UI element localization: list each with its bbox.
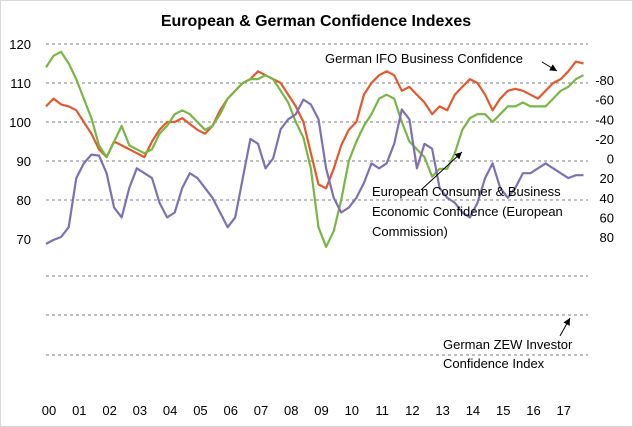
x-tick-label: 15 [496, 403, 510, 418]
x-tick-label: 16 [526, 403, 540, 418]
right-tick-label: -40 [595, 112, 614, 127]
arrow-head [563, 318, 570, 326]
x-tick-label: 17 [557, 403, 571, 418]
x-tick-label: 02 [102, 403, 116, 418]
zew-series-line [45, 98, 584, 245]
x-tick-label: 03 [133, 403, 147, 418]
ec-confidence-series-line [45, 50, 585, 248]
plot-area [45, 50, 585, 248]
x-tick-label: 11 [375, 403, 389, 418]
x-tick-label: 06 [223, 403, 237, 418]
x-tick-label: 10 [345, 403, 359, 418]
right-tick-label: 80 [600, 230, 614, 245]
right-tick-label: -80 [595, 73, 614, 88]
x-tick-label: 00 [42, 403, 56, 418]
right-tick-label: -20 [595, 132, 614, 147]
chart-title: European & German Confidence Indexes [161, 13, 471, 30]
zew-annotation: German ZEW Investor [443, 337, 573, 352]
arrow-head [454, 152, 462, 160]
left-tick-label: 90 [17, 154, 31, 169]
x-tick-label: 07 [254, 403, 268, 418]
ec-annotation: Commission) [372, 224, 448, 239]
x-tick-label: 08 [284, 403, 298, 418]
right-tick-label: 40 [600, 191, 614, 206]
x-tick-label: 05 [193, 403, 207, 418]
x-tick-label: 12 [405, 403, 419, 418]
x-tick-label: 14 [466, 403, 480, 418]
right-axis: 80 60 40 20 0 -20 -40 -60 -80 [595, 73, 614, 245]
right-tick-label: 0 [607, 152, 614, 167]
ec-annotation: European Consumer & Business [372, 184, 561, 199]
x-tick-label: 13 [435, 403, 449, 418]
ifo-annotation: German IFO Business Confidence [325, 51, 523, 66]
right-tick-label: -60 [595, 93, 614, 108]
zew-annotation: Confidence Index [443, 356, 545, 371]
ec-annotation: Economic Confidence (European [372, 204, 563, 219]
right-tick-label: 60 [600, 210, 614, 225]
x-tick-label: 09 [314, 403, 328, 418]
left-tick-label: 100 [9, 115, 31, 130]
left-tick-label: 120 [9, 37, 31, 52]
left-tick-label: 80 [17, 193, 31, 208]
x-tick-label: 04 [163, 403, 177, 418]
left-axis: 70 80 90 100 110 120 [9, 37, 31, 247]
right-tick-label: 20 [600, 171, 614, 186]
annotations: German IFO Business Confidence European C… [325, 51, 573, 371]
left-tick-label: 70 [17, 232, 31, 247]
arrow-head [549, 64, 557, 71]
x-tick-label: 01 [72, 403, 86, 418]
arrow-leader [420, 151, 463, 191]
left-tick-label: 110 [10, 76, 31, 91]
x-axis: 00 01 02 03 04 05 06 07 08 09 10 11 12 13 14 15 16 17 [42, 403, 571, 418]
ifo-series-line [45, 60, 584, 190]
grid [46, 43, 588, 356]
